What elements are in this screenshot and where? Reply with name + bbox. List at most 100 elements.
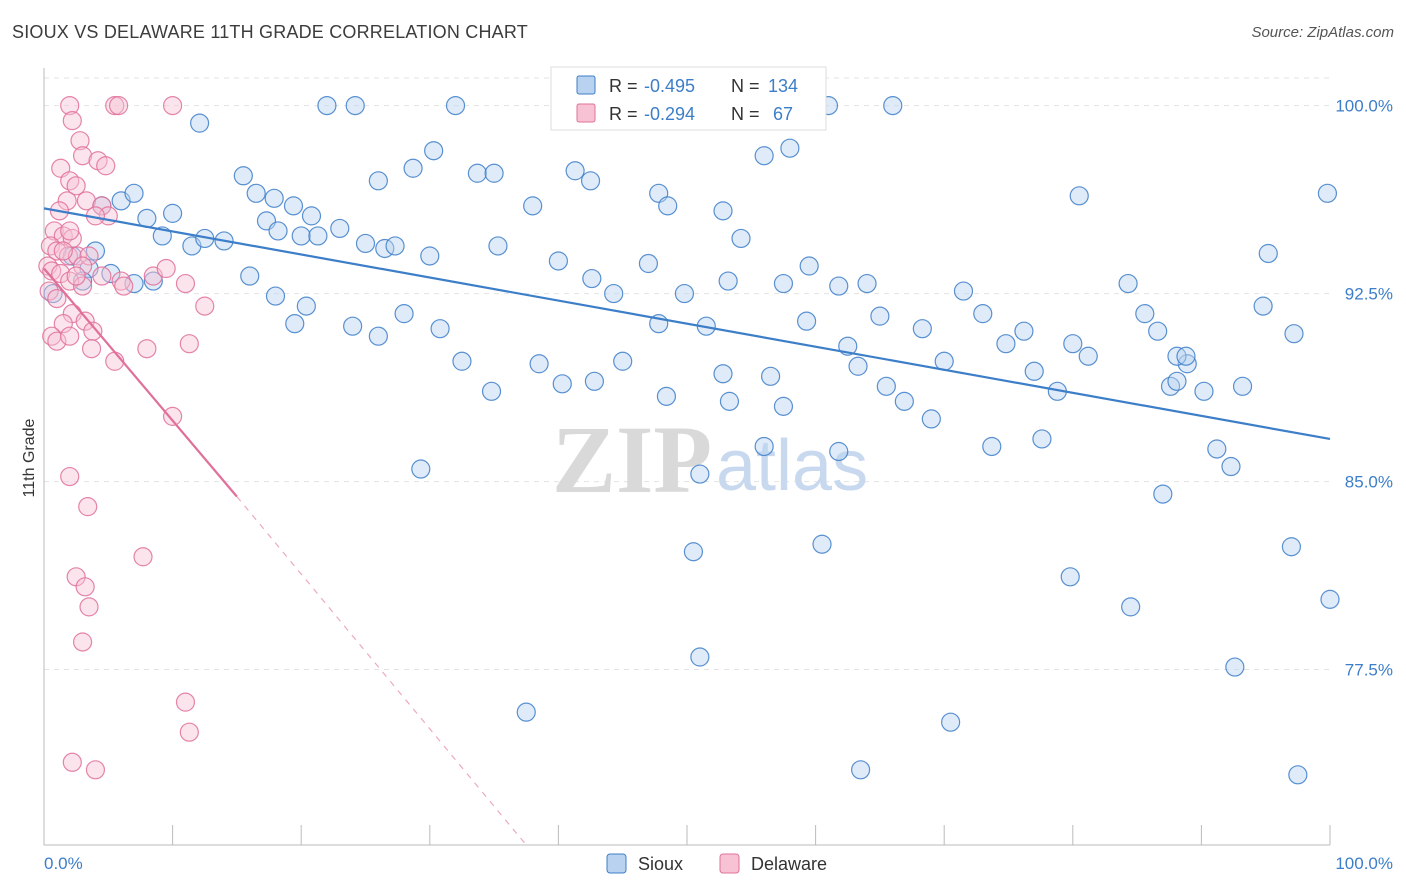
sioux-point bbox=[394, 304, 414, 324]
sioux-point bbox=[1078, 346, 1098, 366]
sioux-point bbox=[548, 251, 569, 271]
y-tick-labels: 77.5% 85.0% 92.5% 100.0% bbox=[1335, 97, 1393, 680]
sioux-point bbox=[773, 273, 794, 294]
delaware-legend-label: Delaware bbox=[751, 854, 827, 874]
sioux-point bbox=[452, 351, 472, 371]
delaware-point bbox=[60, 326, 80, 346]
delaware-point bbox=[76, 191, 97, 211]
chart-title: SIOUX VS DELAWARE 11TH GRADE CORRELATION… bbox=[12, 22, 528, 42]
sioux-point bbox=[656, 386, 677, 406]
sioux-point bbox=[264, 188, 284, 208]
sioux-point bbox=[1176, 346, 1196, 366]
sioux-point bbox=[796, 311, 817, 331]
sioux-point bbox=[1160, 376, 1181, 396]
sioux-point bbox=[317, 95, 337, 116]
y-tick-label: 85.0% bbox=[1345, 473, 1393, 492]
sioux-point bbox=[1032, 429, 1052, 449]
delaware-point bbox=[72, 256, 93, 276]
sioux-point bbox=[584, 371, 605, 391]
sioux-point bbox=[1225, 657, 1245, 677]
sioux-point bbox=[754, 146, 774, 166]
delaware-point bbox=[53, 241, 73, 261]
sioux-point bbox=[516, 702, 536, 722]
delaware-trend-line bbox=[43, 267, 238, 498]
sioux-point bbox=[552, 374, 572, 394]
sioux-point bbox=[484, 163, 504, 183]
delaware-point bbox=[195, 296, 215, 316]
delaware-point bbox=[81, 339, 102, 359]
sioux-point bbox=[973, 304, 993, 324]
sioux-point bbox=[430, 319, 450, 339]
sioux-point bbox=[1063, 334, 1083, 354]
sioux-point bbox=[812, 534, 832, 554]
delaware-point bbox=[60, 171, 80, 191]
sioux-point bbox=[1253, 296, 1273, 316]
sioux-point bbox=[851, 760, 871, 780]
delaware-point bbox=[60, 466, 80, 487]
sioux-point bbox=[1207, 439, 1227, 459]
delaware-point bbox=[79, 597, 99, 617]
sioux-point bbox=[403, 158, 423, 178]
sioux-point bbox=[580, 171, 601, 191]
delaware-r-label: R = bbox=[609, 104, 638, 124]
sioux-point bbox=[773, 396, 794, 416]
sioux-point bbox=[481, 381, 502, 401]
delaware-point bbox=[60, 271, 80, 291]
sioux-point bbox=[308, 226, 328, 246]
sioux-point bbox=[488, 236, 508, 256]
sioux-point bbox=[467, 163, 487, 183]
sioux-point bbox=[780, 138, 800, 158]
sioux-point bbox=[876, 376, 896, 396]
sioux-point bbox=[240, 266, 260, 286]
sioux-point bbox=[658, 196, 678, 216]
delaware-bottom-swatch bbox=[719, 853, 740, 874]
sioux-point bbox=[829, 276, 849, 296]
x-tick-label-max: 100.0% bbox=[1335, 854, 1393, 873]
sioux-point bbox=[343, 316, 363, 336]
sioux-n-value: 134 bbox=[768, 76, 798, 96]
delaware-point bbox=[78, 497, 98, 517]
delaware-n-label: N = bbox=[731, 104, 760, 124]
y-axis-label: 11th Grade bbox=[21, 418, 38, 497]
y-tick-label: 92.5% bbox=[1345, 285, 1393, 304]
sioux-point bbox=[690, 464, 710, 484]
sioux-point bbox=[718, 271, 738, 291]
sioux-point bbox=[848, 356, 868, 376]
delaware-point bbox=[175, 273, 196, 294]
sioux-point bbox=[713, 201, 733, 221]
sioux-point bbox=[857, 273, 877, 294]
sioux-point bbox=[345, 95, 365, 116]
sioux-point bbox=[265, 286, 286, 306]
watermark-atlas: atlas bbox=[716, 426, 868, 506]
delaware-point bbox=[133, 547, 153, 567]
sioux-point bbox=[894, 391, 914, 411]
delaware-point bbox=[79, 246, 99, 266]
sioux-point bbox=[1121, 597, 1141, 617]
sioux-point bbox=[921, 409, 941, 429]
sioux-point bbox=[355, 233, 376, 254]
delaware-point bbox=[66, 176, 86, 196]
sioux-r-value: -0.495 bbox=[644, 76, 695, 96]
delaware-points bbox=[38, 95, 215, 780]
sioux-point bbox=[411, 459, 431, 479]
sioux-point bbox=[719, 391, 740, 411]
sioux-point bbox=[638, 253, 659, 274]
sioux-point bbox=[799, 256, 819, 276]
delaware-point bbox=[72, 276, 93, 296]
sioux-point bbox=[1284, 324, 1304, 344]
sioux-point bbox=[445, 95, 466, 116]
sioux-point bbox=[754, 436, 774, 457]
trend-lines bbox=[43, 207, 1331, 846]
delaware-point bbox=[92, 196, 112, 216]
sioux-point bbox=[1194, 381, 1214, 401]
delaware-point bbox=[47, 241, 67, 261]
sioux-point bbox=[296, 296, 316, 316]
delaware-point bbox=[75, 311, 95, 331]
sioux-point bbox=[85, 241, 106, 261]
sioux-point bbox=[613, 351, 633, 371]
delaware-point bbox=[75, 577, 95, 597]
sioux-point bbox=[285, 314, 305, 334]
sioux-point bbox=[268, 221, 288, 241]
delaware-point bbox=[47, 331, 67, 351]
y-tick-label: 77.5% bbox=[1345, 661, 1393, 680]
